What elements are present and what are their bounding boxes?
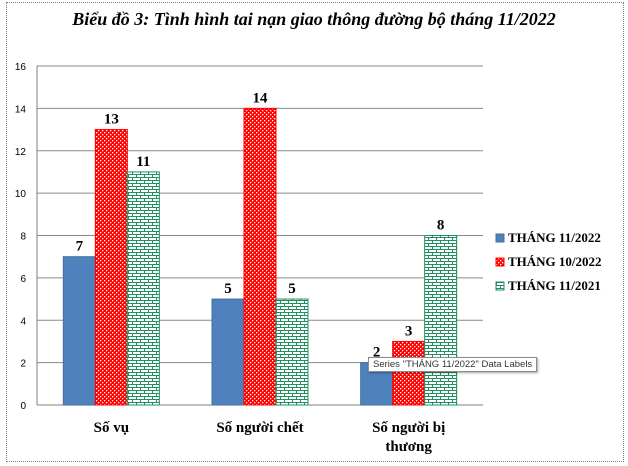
data-label: 2 bbox=[373, 345, 381, 361]
bar bbox=[62, 256, 96, 406]
data-label: 5 bbox=[224, 281, 232, 297]
legend-swatch bbox=[495, 281, 505, 291]
data-label: 14 bbox=[253, 90, 269, 106]
bar bbox=[94, 129, 128, 406]
y-tick-label: 2 bbox=[20, 359, 26, 370]
bar bbox=[424, 235, 458, 406]
y-tick-label: 12 bbox=[15, 147, 27, 158]
data-labels-tooltip: Series "THÁNG 11/2022" Data Labels bbox=[368, 357, 538, 372]
x-category-label: Số người chết bbox=[216, 420, 303, 436]
legend-label: THÁNG 10/2022 bbox=[508, 254, 602, 269]
y-tick-label: 6 bbox=[20, 274, 26, 285]
legend-swatch bbox=[495, 233, 505, 243]
y-tick-label: 4 bbox=[20, 316, 26, 327]
x-category-label: Số người bị thương bbox=[372, 420, 445, 455]
data-label: 5 bbox=[288, 281, 296, 297]
y-tick-label: 14 bbox=[15, 104, 27, 115]
data-label: 3 bbox=[405, 323, 413, 339]
bar bbox=[243, 107, 277, 406]
bar bbox=[392, 340, 426, 406]
x-category-label: Số vụ bbox=[94, 420, 129, 436]
data-label: 13 bbox=[104, 112, 119, 128]
bar bbox=[211, 298, 245, 406]
y-tick-label: 0 bbox=[20, 401, 26, 412]
data-label: 8 bbox=[437, 218, 445, 234]
y-tick-label: 10 bbox=[15, 189, 27, 200]
legend-swatch bbox=[495, 257, 505, 267]
bar bbox=[126, 171, 160, 406]
legend-label: THÁNG 11/2022 bbox=[508, 230, 601, 245]
chart-title: Biểu đồ 3: Tình hình tai nạn giao thông … bbox=[72, 9, 556, 29]
data-label: 11 bbox=[136, 154, 150, 170]
data-label: 7 bbox=[76, 239, 84, 255]
chart-frame bbox=[6, 2, 624, 462]
bar bbox=[275, 298, 309, 406]
legend-label: THÁNG 11/2021 bbox=[508, 278, 601, 293]
y-tick-label: 16 bbox=[15, 62, 27, 73]
y-tick-label: 8 bbox=[20, 232, 26, 243]
